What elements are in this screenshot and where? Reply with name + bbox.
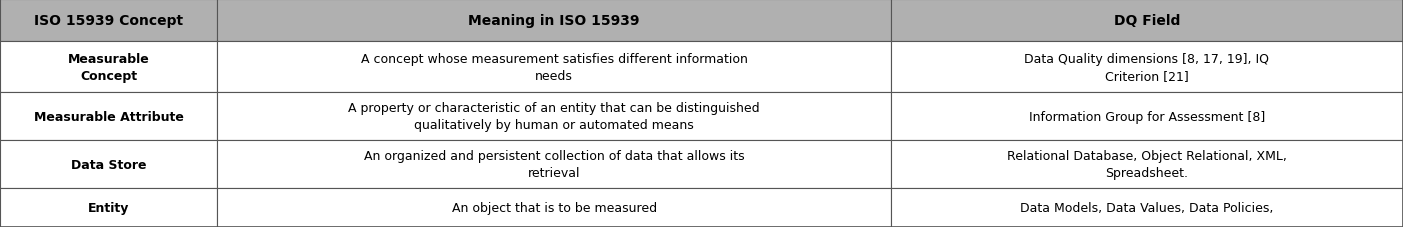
Bar xyxy=(0,188,217,227)
Bar xyxy=(891,42,1403,93)
Bar xyxy=(891,141,1403,188)
Bar xyxy=(0,0,217,42)
Bar xyxy=(891,93,1403,141)
Text: A property or characteristic of an entity that can be distinguished
qualitativel: A property or characteristic of an entit… xyxy=(348,102,760,132)
Text: Measurable
Concept: Measurable Concept xyxy=(67,53,150,82)
Bar xyxy=(217,42,891,93)
Text: Entity: Entity xyxy=(88,201,129,214)
Text: Data Store: Data Store xyxy=(72,158,146,171)
Bar xyxy=(0,42,217,93)
Bar xyxy=(891,188,1403,227)
Text: Meaning in ISO 15939: Meaning in ISO 15939 xyxy=(469,14,640,28)
Bar xyxy=(891,0,1403,42)
Bar xyxy=(217,0,891,42)
Text: A concept whose measurement satisfies different information
needs: A concept whose measurement satisfies di… xyxy=(361,53,748,82)
Text: An object that is to be measured: An object that is to be measured xyxy=(452,201,657,214)
Text: Measurable Attribute: Measurable Attribute xyxy=(34,110,184,123)
Text: An organized and persistent collection of data that allows its
retrieval: An organized and persistent collection o… xyxy=(363,150,745,180)
Bar xyxy=(217,188,891,227)
Bar xyxy=(217,141,891,188)
Bar xyxy=(217,93,891,141)
Text: DQ Field: DQ Field xyxy=(1114,14,1180,28)
Text: Data Quality dimensions [8, 17, 19], IQ
Criterion [21]: Data Quality dimensions [8, 17, 19], IQ … xyxy=(1024,53,1270,82)
Bar xyxy=(0,93,217,141)
Text: Relational Database, Object Relational, XML,
Spreadsheet.: Relational Database, Object Relational, … xyxy=(1007,150,1287,180)
Text: ISO 15939 Concept: ISO 15939 Concept xyxy=(34,14,184,28)
Bar xyxy=(0,141,217,188)
Text: Information Group for Assessment [8]: Information Group for Assessment [8] xyxy=(1028,110,1266,123)
Text: Data Models, Data Values, Data Policies,: Data Models, Data Values, Data Policies, xyxy=(1020,201,1274,214)
